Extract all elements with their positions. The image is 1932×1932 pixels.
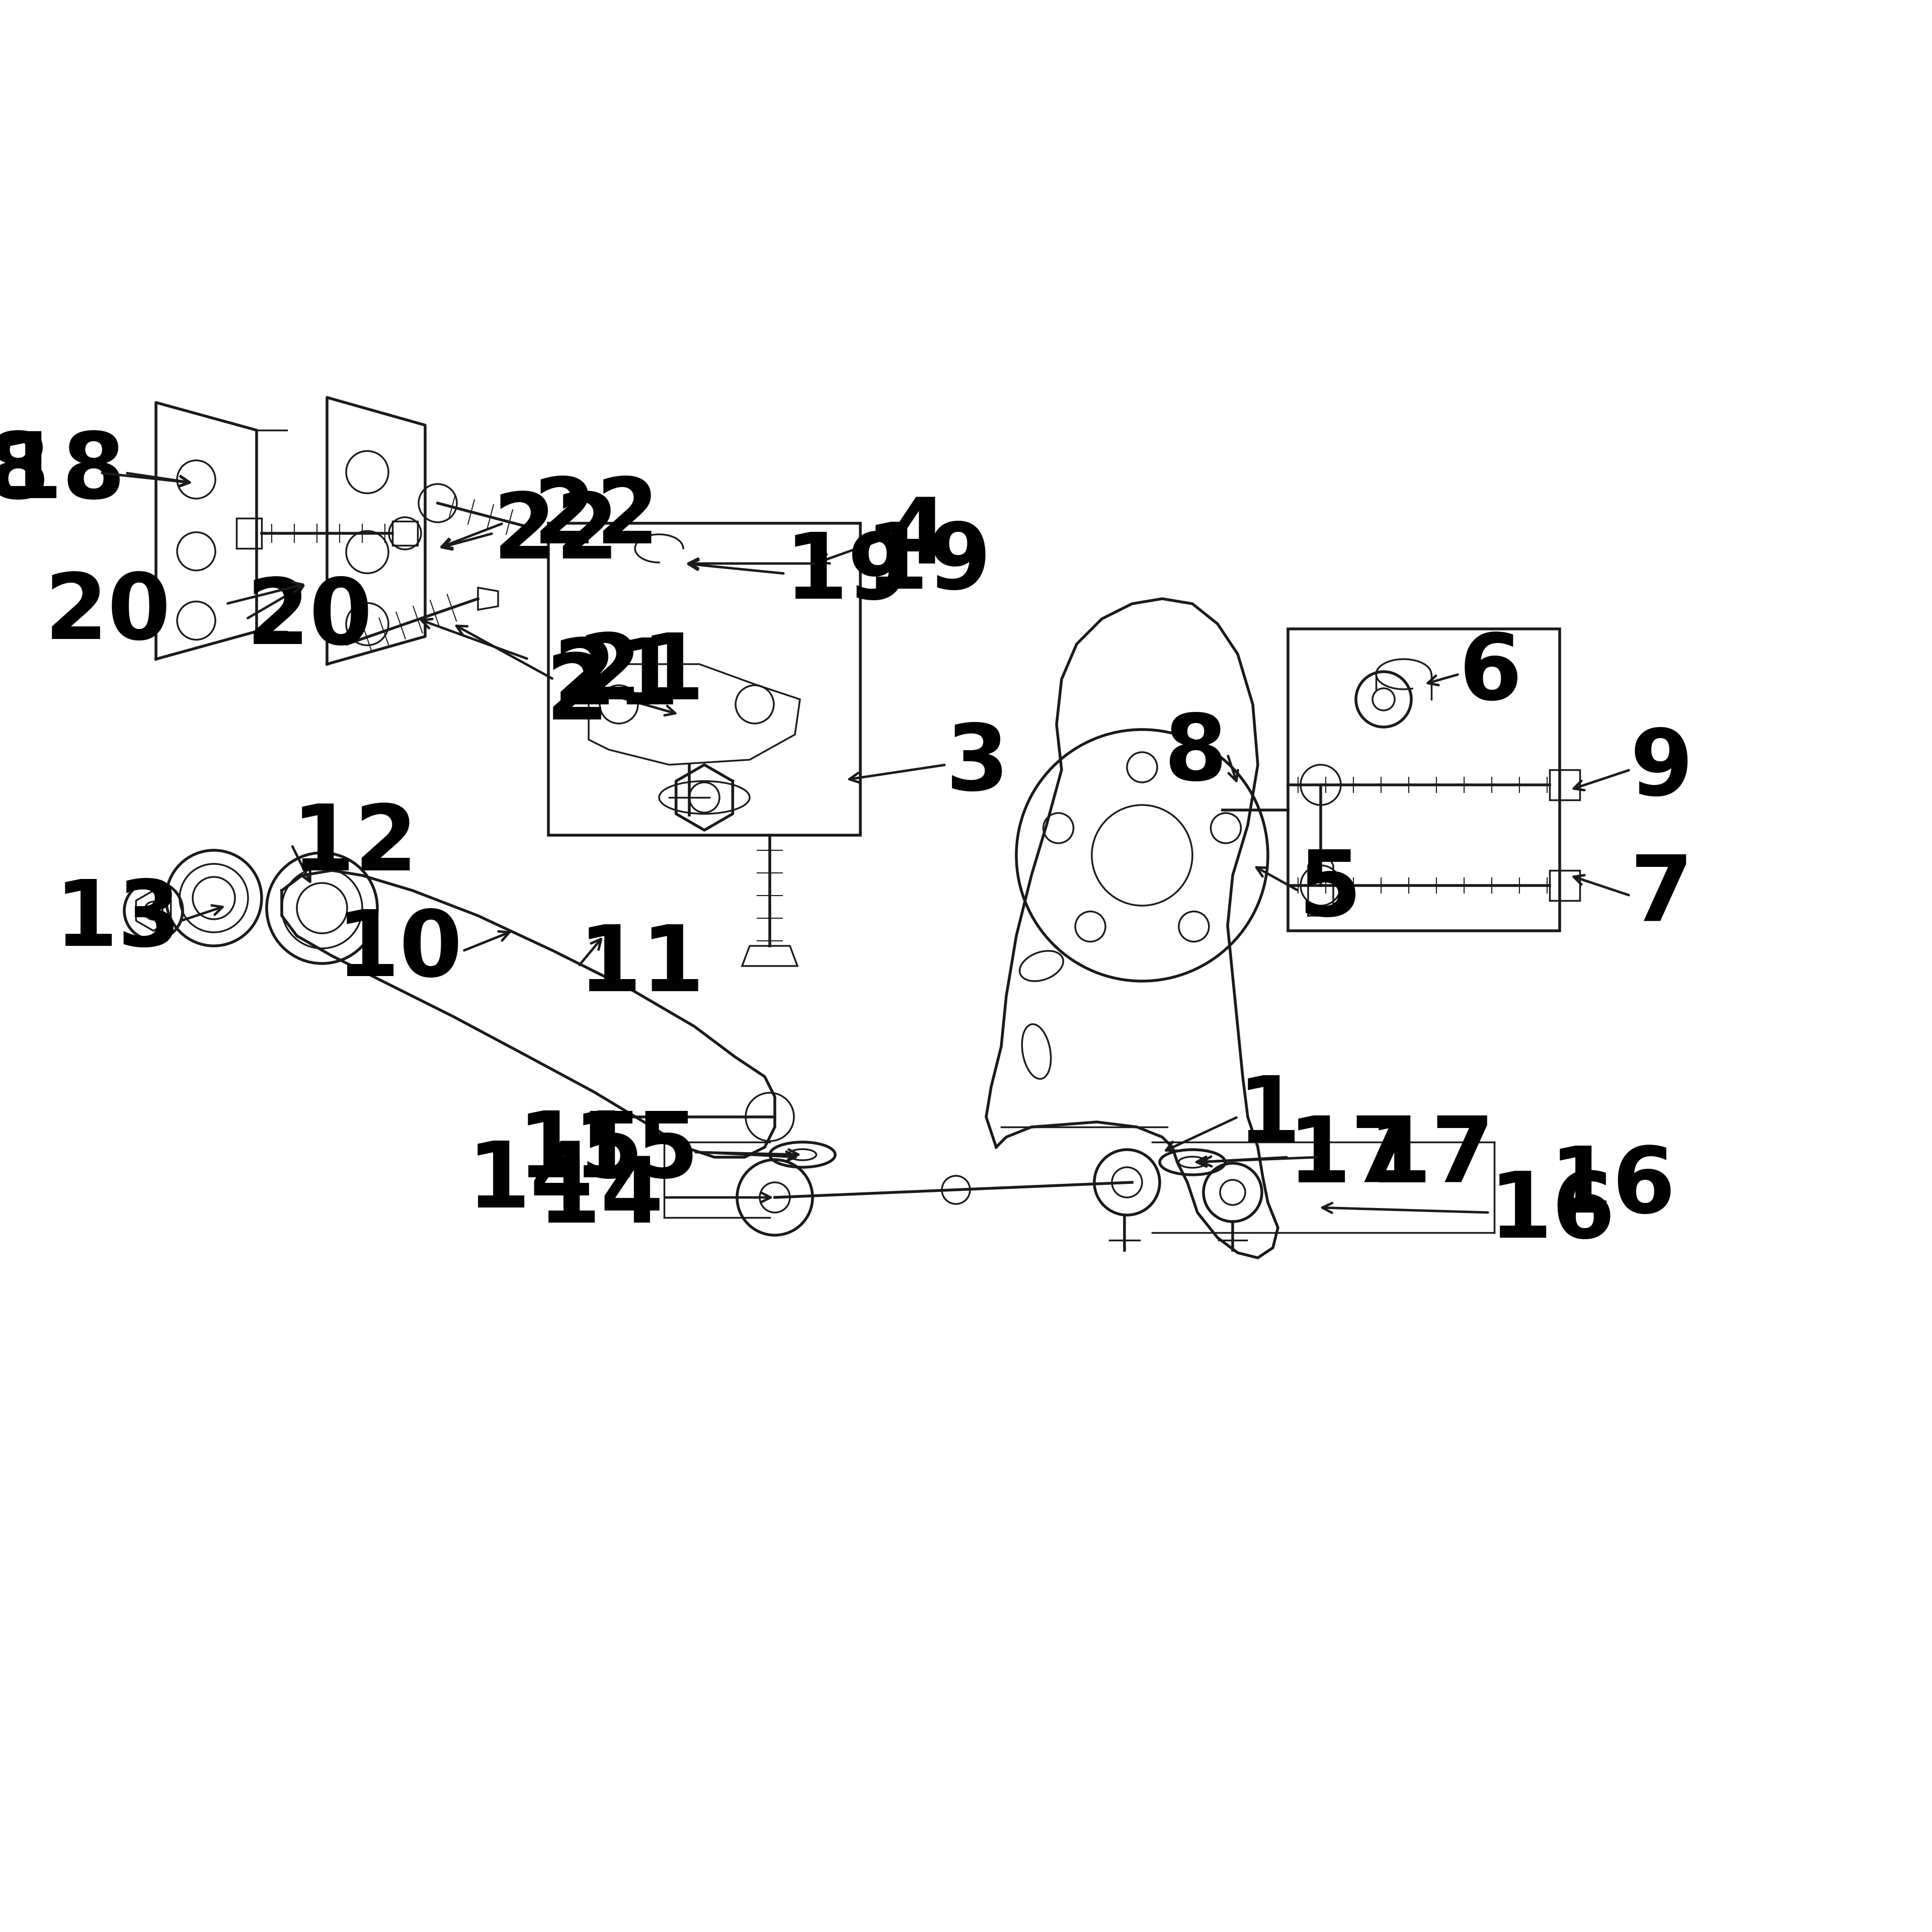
Text: 16: 16 (1549, 1144, 1677, 1233)
Text: 11: 11 (578, 922, 705, 1010)
Bar (1289, 630, 1559, 931)
Text: 4: 4 (885, 495, 949, 583)
Text: 21: 21 (553, 636, 680, 723)
Text: 13: 13 (54, 877, 182, 964)
Text: 19: 19 (866, 520, 991, 609)
Text: 12: 12 (292, 802, 417, 889)
Text: 15: 15 (574, 1107, 699, 1196)
Text: 18: 18 (0, 429, 126, 518)
Text: 8: 8 (1165, 711, 1227, 800)
Text: 5: 5 (1298, 846, 1362, 935)
Text: 2: 2 (545, 649, 609, 738)
Text: 18: 18 (0, 429, 50, 518)
Text: 14: 14 (537, 1153, 665, 1242)
Text: 22: 22 (493, 489, 620, 578)
Text: 20: 20 (44, 570, 172, 659)
Text: 17: 17 (1368, 1113, 1495, 1202)
Text: 3: 3 (947, 721, 1009, 810)
Text: 22: 22 (533, 473, 659, 562)
Text: 10: 10 (336, 906, 464, 995)
Text: 6: 6 (1459, 630, 1522, 719)
Text: 1: 1 (1238, 1072, 1300, 1161)
Text: 20: 20 (247, 574, 373, 663)
Text: 17: 17 (1289, 1113, 1414, 1202)
Text: 19: 19 (784, 529, 912, 618)
Text: 21: 21 (578, 630, 705, 719)
Text: 15: 15 (518, 1107, 643, 1196)
Text: 7: 7 (1631, 852, 1692, 939)
Bar (549, 524, 860, 835)
Text: 16: 16 (1490, 1169, 1615, 1258)
Text: 14: 14 (468, 1138, 593, 1227)
Text: 9: 9 (1631, 726, 1692, 813)
